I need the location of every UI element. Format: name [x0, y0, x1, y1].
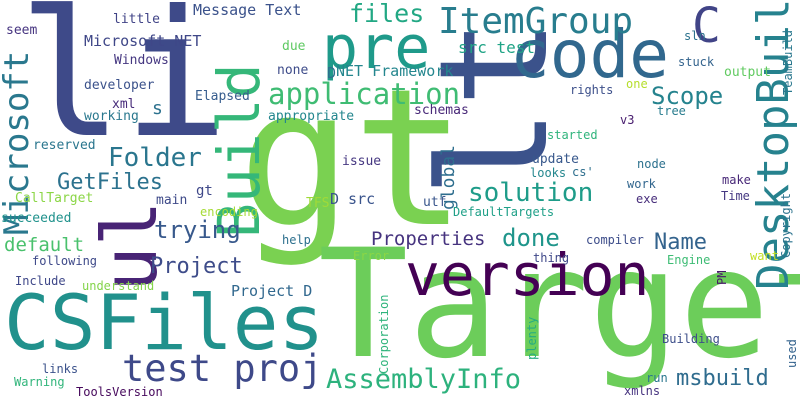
- word-windows: Windows: [114, 53, 169, 68]
- word-tfs: TFS: [306, 196, 330, 211]
- word-make: make: [722, 173, 751, 187]
- word-update: update: [532, 152, 579, 167]
- word-microsoft-net: Microsoft NET: [84, 32, 202, 50]
- word-sln: sln: [684, 29, 706, 43]
- word-schemas: schemas: [414, 103, 469, 118]
- word-code: code: [510, 16, 669, 93]
- word-pm: PM: [715, 270, 729, 285]
- word-links: links: [42, 362, 79, 376]
- word-building: Building: [662, 332, 720, 346]
- word-calltarget: CallTarget: [15, 191, 94, 206]
- word-reserved: reserved: [33, 138, 96, 153]
- word-used: used: [785, 339, 799, 368]
- word-stuck: stuck: [678, 55, 715, 69]
- word-main: main: [156, 193, 188, 208]
- word-pre: pre: [322, 13, 431, 83]
- word-getfiles: GetFiles: [57, 170, 163, 195]
- word-msbuild: msbuild: [676, 366, 769, 391]
- word-corporation: Corporation: [377, 294, 391, 374]
- word-plenty: plenty: [525, 316, 539, 360]
- word-following: following: [32, 254, 98, 268]
- word-output: output: [724, 65, 771, 80]
- word-none: none: [277, 63, 309, 78]
- word-cs: cs': [572, 165, 594, 179]
- word-v3: v3: [620, 113, 635, 127]
- word-include: Include: [15, 274, 66, 288]
- word-li: li: [18, 0, 229, 177]
- word-copyright: Copyright: [779, 192, 793, 258]
- word-properties: Properties: [371, 228, 486, 250]
- word-little: little: [113, 12, 160, 27]
- word-help: help: [282, 233, 311, 247]
- word-done: done: [502, 224, 560, 252]
- word-defaulttargets: DefaultTargets: [453, 205, 555, 219]
- word-looks: looks: [530, 166, 567, 180]
- word-toolsversion: ToolsVersion: [76, 385, 163, 399]
- word-due: due: [282, 39, 306, 54]
- word-project: Project: [150, 254, 243, 279]
- word-itemgroup: ItemGroup: [438, 1, 634, 42]
- word-working: working: [84, 109, 139, 124]
- word-message-text: Message Text: [193, 1, 302, 19]
- word-exe: exe: [636, 192, 658, 206]
- word-error: Error: [353, 249, 390, 263]
- word-d: D: [327, 64, 337, 82]
- word-developer: developer: [84, 78, 155, 93]
- word-utf: utf: [423, 195, 447, 210]
- word-files: files: [349, 0, 425, 28]
- word-microsoft: Microsoft: [0, 50, 37, 235]
- word-src-test: src test: [458, 38, 536, 57]
- word-xml: xml: [112, 97, 136, 112]
- word-target: Target: [318, 218, 800, 392]
- word-engine: Engine: [667, 253, 711, 267]
- word-net-framework: NET Framework: [336, 62, 454, 80]
- word-rights: rights: [570, 83, 614, 97]
- word-one: one: [626, 77, 648, 91]
- word-folder: Folder: [108, 143, 202, 173]
- word-elapsed: Elapsed: [195, 89, 250, 104]
- word-test-proj: test proj: [122, 347, 323, 390]
- word-time: Time: [721, 189, 750, 203]
- word-assemblyinfo: AssemblyInfo: [326, 364, 522, 395]
- word-understand: understand: [82, 279, 155, 293]
- word-started: started: [547, 128, 598, 142]
- word-application: application: [268, 77, 461, 111]
- word-succeeded: succeeded: [1, 211, 72, 226]
- word-run: run: [646, 371, 668, 385]
- word-version: version: [405, 241, 650, 309]
- word-work: work: [627, 177, 656, 191]
- word-gt-small: gt: [196, 183, 213, 199]
- word-teambuild: TeamBuild: [781, 29, 795, 95]
- word-issue: issue: [342, 154, 382, 169]
- word-compiler: compiler: [586, 233, 644, 247]
- word-default: default: [4, 234, 85, 256]
- word-s: s: [152, 98, 163, 119]
- word-thing: thing: [533, 251, 570, 265]
- word-seem: seem: [6, 23, 38, 38]
- word-d-src: D src: [330, 190, 376, 208]
- word-encoding: encoding: [200, 205, 258, 219]
- word-trying: trying: [154, 216, 241, 244]
- word-csfiles: CSFiles: [4, 278, 325, 367]
- word-node: node: [637, 157, 666, 171]
- word-project-d: Project D: [231, 282, 313, 300]
- word-gt: gt: [238, 48, 467, 269]
- word-scope: Scope: [651, 82, 724, 110]
- word-xmlns: xmlns: [624, 384, 661, 398]
- word-tree: tree: [657, 104, 686, 118]
- word-c: C: [692, 0, 721, 54]
- word-warning: Warning: [14, 375, 65, 389]
- word-want: want: [750, 249, 779, 263]
- word-name: Name: [654, 230, 707, 255]
- word-solution: solution: [468, 178, 594, 208]
- word-appropriate: appropriate: [268, 109, 355, 124]
